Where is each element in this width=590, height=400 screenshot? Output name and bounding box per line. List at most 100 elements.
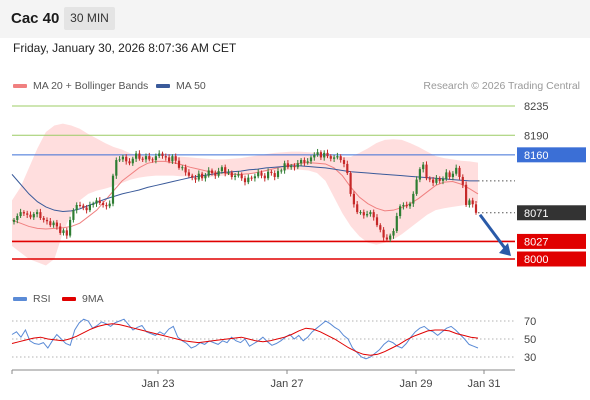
level-label-8027: 8027 xyxy=(524,236,548,248)
level-label-8235: 8235 xyxy=(524,101,548,113)
candle-body xyxy=(102,203,105,205)
candle-body xyxy=(168,157,171,162)
legend-9ma: 9MA xyxy=(62,293,104,305)
level-label-8071: 8071 xyxy=(524,208,548,220)
candle-body xyxy=(16,216,19,220)
candle-body xyxy=(217,171,220,176)
candle-body xyxy=(62,230,65,233)
candle-body xyxy=(36,212,39,215)
x-tick-label: Jan 29 xyxy=(399,378,432,390)
candle-body xyxy=(141,158,144,160)
candle-body xyxy=(382,229,385,238)
candle-body xyxy=(32,214,35,218)
candle-body xyxy=(405,204,408,207)
candle-body xyxy=(451,173,454,177)
legend-rsi: RSI xyxy=(13,293,51,305)
candle-body xyxy=(240,174,243,179)
candle-body xyxy=(366,214,369,216)
candle-body xyxy=(65,230,68,236)
candle-body xyxy=(243,178,247,183)
bollinger-band xyxy=(12,123,478,266)
candle-body xyxy=(49,221,52,226)
candle-body xyxy=(352,193,355,205)
candle-body xyxy=(339,156,342,161)
candle-body xyxy=(263,175,266,179)
candle-body xyxy=(191,175,194,178)
candle-body xyxy=(135,153,138,159)
candle-body xyxy=(389,235,392,240)
candle-body xyxy=(154,156,157,161)
candle-body xyxy=(333,157,336,159)
candle-body xyxy=(108,203,111,207)
candle-body xyxy=(201,173,204,179)
candle-body xyxy=(105,204,108,207)
candle-body xyxy=(362,212,365,216)
candle-body xyxy=(471,200,474,205)
level-box-8071 xyxy=(517,205,586,221)
candle-body xyxy=(296,163,299,168)
candle-body xyxy=(392,231,395,236)
candle-body xyxy=(197,173,200,180)
candle-body xyxy=(174,156,177,161)
candle-body xyxy=(128,161,131,164)
candle-body xyxy=(316,152,319,155)
rsi-ma-line xyxy=(11,323,479,356)
candle-body xyxy=(75,204,78,211)
candle-body xyxy=(138,153,141,159)
candle-body xyxy=(42,217,45,220)
level-box-8027 xyxy=(517,233,586,249)
candle-body xyxy=(276,171,280,177)
candle-body xyxy=(326,152,329,157)
legend-ma50: MA 50 xyxy=(156,80,206,92)
level-label-8190: 8190 xyxy=(524,130,548,142)
candle-body xyxy=(247,177,250,183)
candle-body xyxy=(52,222,55,226)
candle-body xyxy=(88,204,91,211)
candle-body xyxy=(237,174,240,176)
candle-body xyxy=(418,169,421,180)
candle-body xyxy=(342,160,346,164)
candle-body xyxy=(303,160,306,163)
candle-body xyxy=(171,156,174,162)
candle-body xyxy=(356,204,359,213)
candle-body xyxy=(260,172,263,176)
candle-body xyxy=(194,177,197,180)
candle-body xyxy=(432,179,435,183)
legend-swatch-ma50 xyxy=(156,84,170,88)
candle-body xyxy=(148,156,151,160)
candle-body xyxy=(395,216,398,232)
candle-body xyxy=(45,219,49,222)
candle-body xyxy=(399,206,402,217)
candle-body xyxy=(19,212,22,217)
level-label-8160: 8160 xyxy=(524,150,548,162)
x-tick-label: Jan 27 xyxy=(270,378,303,390)
candle-body xyxy=(309,157,313,162)
candle-body xyxy=(273,173,276,177)
candle-body xyxy=(72,210,75,220)
candle-body xyxy=(234,175,237,177)
legend-rsi-label: RSI xyxy=(33,293,51,305)
forecast-arrow xyxy=(478,213,509,252)
legend-bollinger-label: MA 20 + Bollinger Bands xyxy=(33,80,149,92)
candle-body xyxy=(329,156,332,159)
candle-body xyxy=(111,175,115,204)
candle-body xyxy=(230,172,233,177)
candle-body xyxy=(151,159,154,161)
candle-body xyxy=(69,219,72,236)
candle-body xyxy=(283,163,286,171)
candle-body xyxy=(369,212,372,215)
candle-body xyxy=(92,203,95,205)
candle-body xyxy=(441,178,445,181)
instrument-title: Cac 40 xyxy=(11,10,60,27)
forecast-arrow-head xyxy=(499,243,511,256)
legend-bollinger: MA 20 + Bollinger Bands xyxy=(13,80,148,92)
candle-body xyxy=(224,167,227,174)
candle-body xyxy=(257,172,260,177)
timeframe-button[interactable]: 30 MIN xyxy=(64,7,115,30)
level-box-8000 xyxy=(517,251,586,267)
rsi-tick-50: 50 xyxy=(524,334,536,346)
candle-body xyxy=(125,156,128,162)
candle-body xyxy=(181,167,184,169)
credit-text: Research © 2026 Trading Central xyxy=(423,80,580,92)
